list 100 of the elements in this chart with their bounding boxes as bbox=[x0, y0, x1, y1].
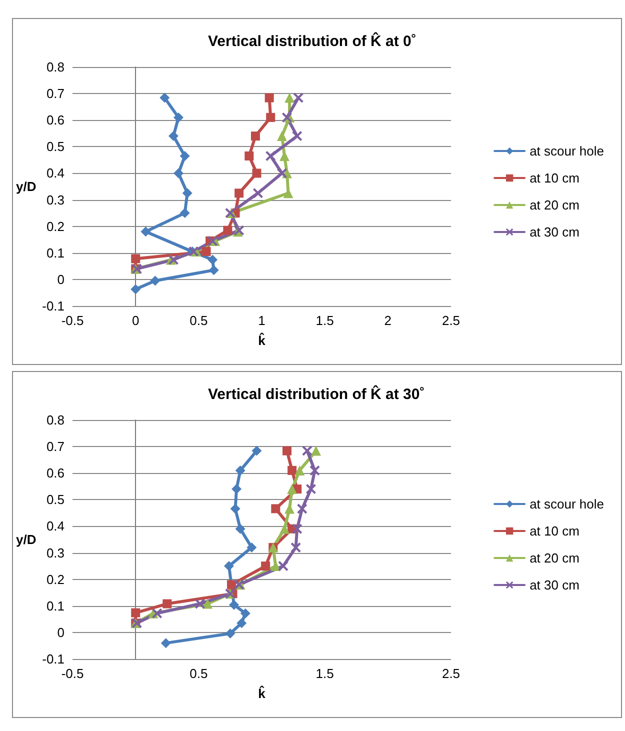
x-axis-title: k̂ bbox=[258, 686, 266, 701]
point bbox=[180, 150, 190, 161]
y-tick-label: 0.3 bbox=[46, 545, 65, 560]
point bbox=[235, 465, 246, 476]
point bbox=[302, 446, 312, 456]
point bbox=[276, 168, 287, 178]
legend-label: at 30 cm bbox=[530, 578, 580, 592]
legend-label: at 10 cm bbox=[530, 170, 580, 186]
x-tick-label: 1.5 bbox=[316, 666, 334, 681]
point bbox=[290, 542, 301, 552]
y-tick-label: 0.1 bbox=[46, 245, 65, 260]
y-tick-label: 0 bbox=[57, 272, 65, 287]
point bbox=[131, 254, 140, 264]
x-tick-label: 2.5 bbox=[442, 666, 460, 681]
legend-label: at scour hole bbox=[530, 496, 604, 512]
x-tick-label: -0.5 bbox=[61, 666, 84, 681]
point bbox=[130, 284, 141, 294]
point bbox=[252, 188, 263, 198]
y-tick-label: 0.6 bbox=[46, 112, 65, 128]
point bbox=[208, 254, 218, 265]
x-tick-label: 2.5 bbox=[442, 313, 460, 328]
point bbox=[234, 188, 244, 198]
y-axis-title: y/D bbox=[16, 532, 36, 547]
point bbox=[311, 446, 322, 456]
y-tick-label: 0.6 bbox=[46, 466, 65, 481]
point bbox=[266, 150, 276, 161]
point bbox=[266, 112, 276, 122]
point bbox=[293, 92, 304, 103]
y-tick-label: 0.7 bbox=[46, 86, 65, 102]
point bbox=[271, 504, 280, 514]
point bbox=[202, 598, 213, 609]
y-tick-label: -0.1 bbox=[42, 652, 65, 666]
point bbox=[232, 484, 242, 494]
y-tick-label: 0.8 bbox=[46, 412, 65, 428]
x-tick-label: 1.5 bbox=[316, 313, 334, 328]
point bbox=[288, 466, 297, 475]
point bbox=[140, 226, 151, 237]
x-tick-label: 0.5 bbox=[190, 313, 208, 328]
point bbox=[264, 93, 274, 102]
y-tick-label: 0.2 bbox=[46, 572, 65, 587]
point bbox=[168, 254, 178, 265]
point bbox=[162, 599, 172, 608]
point bbox=[174, 112, 184, 122]
legend-label: at 30 cm bbox=[530, 224, 580, 240]
point bbox=[236, 618, 247, 628]
point bbox=[284, 92, 295, 103]
point bbox=[235, 524, 246, 534]
x-tick-label: -0.5 bbox=[61, 313, 84, 328]
y-tick-label: 0.5 bbox=[46, 139, 65, 154]
chart-title: Vertical distribution of K̂ at 30˚ bbox=[208, 384, 425, 403]
legend-label: at 10 cm bbox=[530, 524, 580, 538]
point bbox=[270, 561, 281, 572]
point bbox=[194, 598, 205, 609]
point bbox=[174, 168, 184, 178]
x-tick-label: 2 bbox=[384, 313, 392, 328]
point bbox=[180, 208, 190, 218]
point bbox=[168, 131, 178, 142]
legend-label: at 20 cm bbox=[530, 198, 580, 212]
point bbox=[246, 542, 257, 552]
y-tick-label: 0.3 bbox=[46, 192, 65, 208]
point bbox=[282, 112, 292, 122]
point bbox=[292, 524, 302, 534]
point bbox=[226, 580, 236, 590]
point bbox=[150, 276, 160, 286]
point bbox=[182, 188, 192, 198]
y-tick-label: 0.2 bbox=[46, 218, 65, 234]
y-tick-label: 0 bbox=[57, 624, 65, 640]
legend-label: at 20 cm bbox=[530, 550, 580, 566]
point bbox=[152, 608, 162, 618]
point bbox=[278, 561, 288, 572]
y-tick-label: 0.8 bbox=[46, 60, 65, 74]
point bbox=[310, 465, 320, 476]
x-tick-label: 0.5 bbox=[190, 666, 208, 681]
point bbox=[252, 446, 262, 456]
point bbox=[294, 465, 305, 476]
point bbox=[240, 608, 250, 618]
point bbox=[224, 561, 234, 572]
point bbox=[297, 504, 308, 514]
point bbox=[131, 608, 140, 618]
y-axis-title: y/D bbox=[16, 179, 36, 194]
point bbox=[250, 132, 260, 141]
point bbox=[208, 265, 219, 276]
point bbox=[223, 226, 232, 235]
y-tick-label: 0.1 bbox=[46, 598, 65, 614]
legend-label: at scour hole bbox=[530, 144, 604, 158]
point bbox=[292, 131, 302, 142]
x-tick-label: 1 bbox=[258, 313, 266, 328]
point bbox=[244, 151, 254, 160]
point bbox=[160, 638, 171, 648]
point bbox=[230, 504, 240, 514]
point bbox=[276, 131, 287, 142]
point bbox=[229, 600, 240, 610]
point bbox=[252, 168, 262, 178]
point bbox=[279, 524, 290, 534]
point bbox=[225, 628, 236, 639]
point bbox=[306, 484, 316, 494]
point bbox=[160, 92, 170, 103]
y-tick-label: 0.7 bbox=[46, 439, 65, 454]
y-tick-label: 0.4 bbox=[46, 518, 65, 534]
point bbox=[261, 562, 270, 571]
